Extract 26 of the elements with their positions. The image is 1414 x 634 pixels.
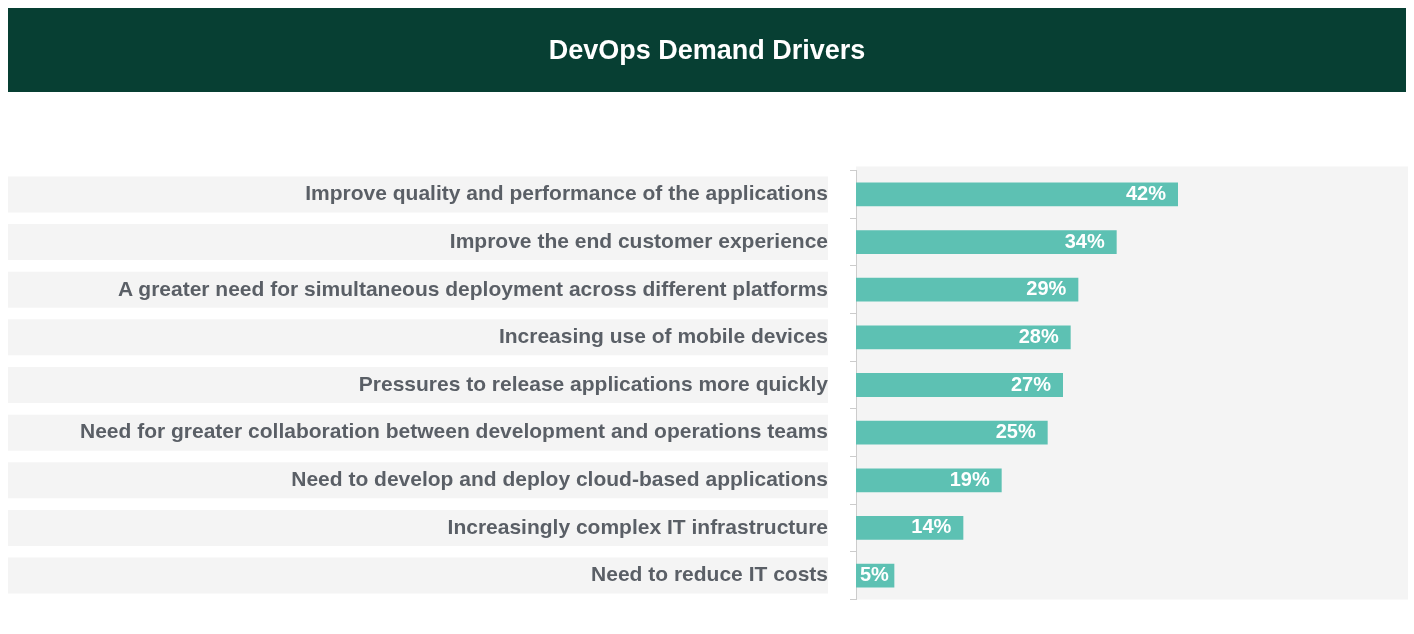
bar xyxy=(856,277,1079,302)
data-label: 5% xyxy=(860,563,890,586)
data-label: 29% xyxy=(1026,277,1067,300)
data-label: 25% xyxy=(995,420,1036,443)
data-label: 42% xyxy=(1125,181,1167,204)
y-tick-label: Improve the end customer experience xyxy=(449,228,828,252)
y-tick-label: Need for greater collaboration between development and operations teams xyxy=(79,419,828,443)
y-tick-label: Improve quality and performance of the applications xyxy=(305,181,828,205)
y-tick-label: Need to reduce IT costs xyxy=(591,562,828,586)
bar xyxy=(856,325,1071,350)
bar xyxy=(856,182,1178,207)
bar xyxy=(856,420,1048,445)
bar xyxy=(856,468,1002,493)
y-tick-label: A greater need for simultaneous deployment across different platforms xyxy=(118,276,828,300)
data-label: 27% xyxy=(1010,372,1052,395)
y-tick-label: Increasingly complex IT infrastructure xyxy=(447,514,828,538)
y-tick-label: Increasing use of mobile devices xyxy=(498,324,828,348)
data-label: 19% xyxy=(949,467,990,490)
data-label: 28% xyxy=(1018,324,1059,347)
chart-title: DevOps Demand Drivers xyxy=(8,8,1406,92)
y-tick-label: Pressures to release applications more quickly xyxy=(358,371,829,395)
data-label: 34% xyxy=(1064,229,1105,252)
bar xyxy=(856,373,1063,397)
data-label: 14% xyxy=(911,515,952,538)
bar xyxy=(856,230,1117,254)
y-tick-label: Need to develop and deploy cloud-based applications xyxy=(291,467,828,491)
